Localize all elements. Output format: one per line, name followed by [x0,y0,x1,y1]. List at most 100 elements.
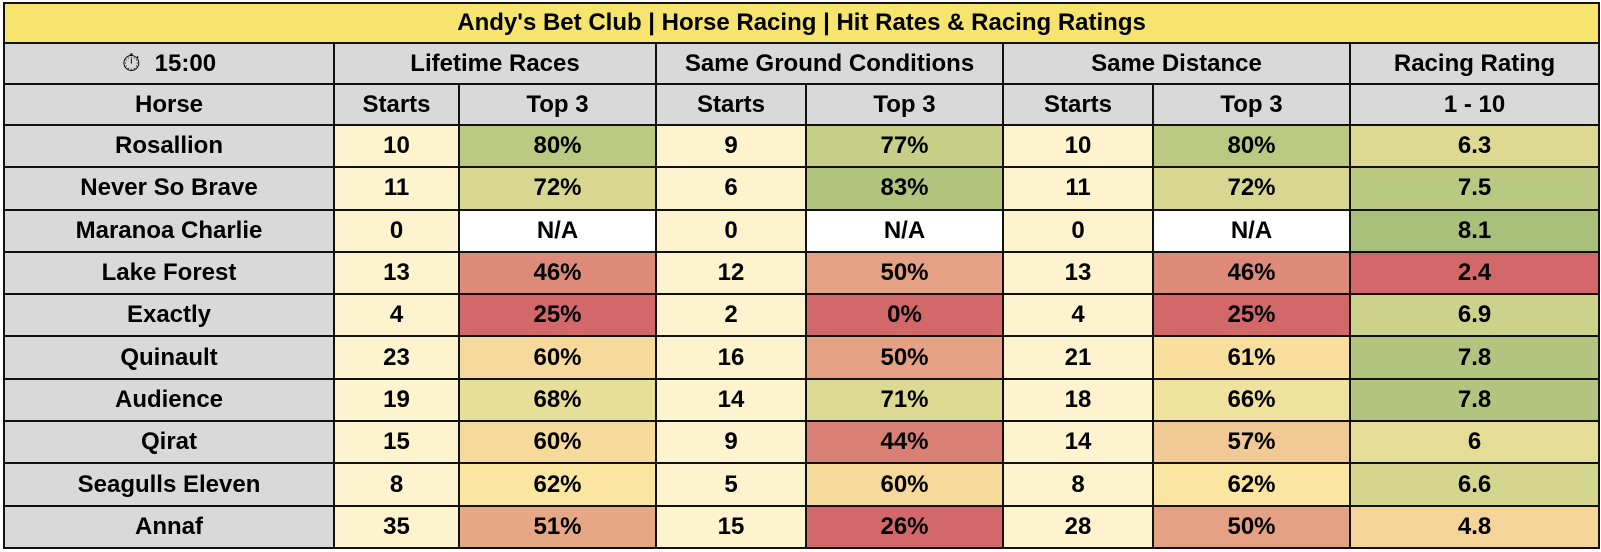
racing-rating-cell: 7.5 [1348,166,1601,211]
racing-rating-cell: 7.8 [1348,335,1601,380]
ground-starts-cell: 15 [655,504,807,550]
table-row: Quinault 23 60% 16 50% 21 61% 7.8 [3,335,1601,380]
racing-rating-cell: 8.1 [1348,208,1601,253]
group-header-lifetime: Lifetime Races [333,42,657,85]
lifetime-starts-cell: 4 [333,293,460,338]
distance-starts-cell: 28 [1002,504,1154,550]
racing-rating-cell: 7.8 [1348,377,1601,423]
distance-top3-cell: 62% [1152,462,1351,507]
horse-name-cell: Rosallion [3,123,335,169]
table-body: Rosallion 10 80% 9 77% 10 80% 6.3 Never So Brave… [3,123,1601,550]
ground-starts-cell: 5 [655,462,807,507]
horse-name-cell: Seagulls Eleven [3,462,335,507]
lifetime-top3-cell: 25% [458,293,657,338]
lifetime-top3-cell: N/A [458,208,657,253]
distance-starts-cell: 18 [1002,377,1154,423]
horse-name-cell: Exactly [3,293,335,338]
ground-top3-cell: 50% [805,335,1004,380]
distance-top3-cell: 66% [1152,377,1351,423]
ground-top3-cell: 26% [805,504,1004,550]
column-header-lifetime-top3: Top 3 [458,83,657,126]
ground-starts-cell: 6 [655,166,807,211]
ground-top3-cell: 60% [805,462,1004,507]
group-header-distance: Same Distance [1002,42,1351,85]
ground-top3-cell: N/A [805,208,1004,253]
horse-name-cell: Lake Forest [3,250,335,296]
column-header-ground-top3: Top 3 [805,83,1004,126]
racing-rating-cell: 2.4 [1348,250,1601,296]
distance-starts-cell: 0 [1002,208,1154,253]
ground-top3-cell: 50% [805,250,1004,296]
racing-rating-cell: 6.6 [1348,462,1601,507]
lifetime-top3-cell: 72% [458,166,657,211]
lifetime-top3-cell: 68% [458,377,657,423]
column-header-rating-scale: 1 - 10 [1348,83,1601,126]
distance-top3-cell: 46% [1152,250,1351,296]
racing-rating-cell: 4.8 [1348,504,1601,550]
table-row: Lake Forest 13 46% 12 50% 13 46% 2.4 [3,250,1601,296]
column-header-distance-starts: Starts [1002,83,1154,126]
lifetime-starts-cell: 19 [333,377,460,423]
lifetime-starts-cell: 8 [333,462,460,507]
horse-name-cell: Annaf [3,504,335,550]
racing-rating-cell: 6.9 [1348,293,1601,338]
table-row: Audience 19 68% 14 71% 18 66% 7.8 [3,377,1601,423]
column-header-lifetime-starts: Starts [333,83,460,126]
horse-name-cell: Quinault [3,335,335,380]
distance-starts-cell: 8 [1002,462,1154,507]
table-title: Andy's Bet Club | Horse Racing | Hit Rat… [2,2,1601,44]
ground-starts-cell: 9 [655,123,807,169]
table-row: Exactly 4 25% 2 0% 4 25% 6.9 [3,293,1601,338]
table-row: Seagulls Eleven 8 62% 5 60% 8 62% 6.6 [3,462,1601,507]
lifetime-top3-cell: 60% [458,420,657,465]
horse-name-cell: Audience [3,377,335,423]
column-header-ground-starts: Starts [655,83,807,126]
distance-top3-cell: 80% [1152,123,1351,169]
lifetime-top3-cell: 80% [458,123,657,169]
group-header-ground: Same Ground Conditions [655,42,1004,85]
horse-name-cell: Never So Brave [3,166,335,211]
ground-starts-cell: 14 [655,377,807,423]
lifetime-starts-cell: 15 [333,420,460,465]
horse-name-cell: Maranoa Charlie [3,208,335,253]
distance-top3-cell: N/A [1152,208,1351,253]
sub-header-row: Horse Starts Top 3 Starts Top 3 Starts T… [3,83,1601,126]
ground-top3-cell: 71% [805,377,1004,423]
distance-starts-cell: 10 [1002,123,1154,169]
distance-top3-cell: 57% [1152,420,1351,465]
distance-starts-cell: 13 [1002,250,1154,296]
ground-top3-cell: 44% [805,420,1004,465]
ground-starts-cell: 16 [655,335,807,380]
ground-starts-cell: 12 [655,250,807,296]
lifetime-starts-cell: 23 [333,335,460,380]
column-header-horse: Horse [3,83,335,126]
table-row: Annaf 35 51% 15 26% 28 50% 4.8 [3,504,1601,550]
horse-name-cell: Qirat [3,420,335,465]
lifetime-top3-cell: 46% [458,250,657,296]
ground-starts-cell: 0 [655,208,807,253]
group-header-rating: Racing Rating [1348,42,1601,85]
distance-top3-cell: 72% [1152,166,1351,211]
ground-top3-cell: 77% [805,123,1004,169]
racing-rating-cell: 6 [1348,420,1601,465]
racing-rating-cell: 6.3 [1348,123,1601,169]
stopwatch-icon: ⏱ [121,49,141,77]
lifetime-starts-cell: 35 [333,504,460,550]
ground-starts-cell: 9 [655,420,807,465]
column-header-distance-top3: Top 3 [1152,83,1351,126]
distance-top3-cell: 25% [1152,293,1351,338]
ground-top3-cell: 83% [805,166,1004,211]
table-row: Qirat 15 60% 9 44% 14 57% 6 [3,420,1601,465]
distance-starts-cell: 14 [1002,420,1154,465]
title-row: Andy's Bet Club | Horse Racing | Hit Rat… [2,2,1601,44]
distance-top3-cell: 61% [1152,335,1351,380]
table-row: Never So Brave 11 72% 6 83% 11 72% 7.5 [3,166,1601,211]
table-row: Maranoa Charlie 0 N/A 0 N/A 0 N/A 8.1 [3,208,1601,253]
lifetime-top3-cell: 60% [458,335,657,380]
ground-starts-cell: 2 [655,293,807,338]
distance-starts-cell: 4 [1002,293,1154,338]
race-time: 15:00 [154,49,217,77]
lifetime-top3-cell: 51% [458,504,657,550]
lifetime-starts-cell: 0 [333,208,460,253]
